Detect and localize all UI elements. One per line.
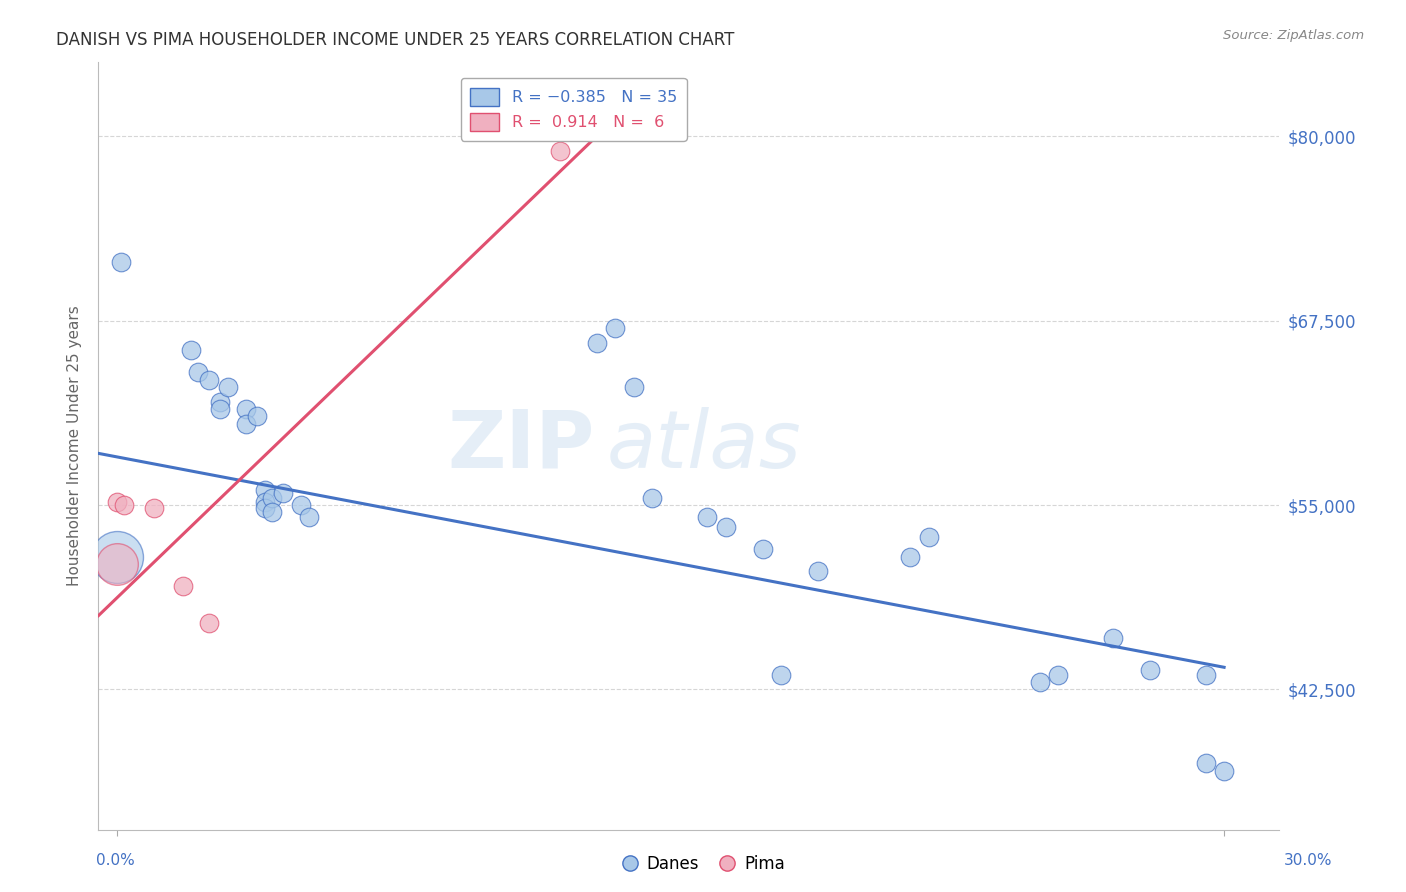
Point bbox=[246, 409, 269, 424]
Point bbox=[198, 615, 221, 630]
Point bbox=[1102, 631, 1125, 645]
Point bbox=[235, 417, 257, 431]
Point bbox=[1195, 667, 1218, 681]
Point bbox=[1195, 756, 1218, 771]
Point bbox=[751, 542, 773, 557]
Point bbox=[900, 549, 922, 564]
Point bbox=[548, 144, 571, 158]
Point bbox=[112, 498, 135, 512]
Point bbox=[641, 491, 664, 505]
Text: 0.0%: 0.0% bbox=[96, 854, 135, 868]
Point bbox=[918, 531, 941, 545]
Text: atlas: atlas bbox=[606, 407, 801, 485]
Point bbox=[180, 343, 202, 358]
Point bbox=[714, 520, 737, 534]
Text: 30.0%: 30.0% bbox=[1284, 854, 1331, 868]
Point bbox=[253, 495, 276, 509]
Legend: R = −0.385   N = 35, R =  0.914   N =  6: R = −0.385 N = 35, R = 0.914 N = 6 bbox=[461, 78, 686, 141]
Point bbox=[105, 549, 128, 564]
Legend: Danes, Pima: Danes, Pima bbox=[614, 848, 792, 880]
Point bbox=[209, 402, 232, 417]
Point bbox=[253, 483, 276, 498]
Point bbox=[290, 498, 312, 512]
Point bbox=[253, 500, 276, 515]
Point bbox=[105, 557, 128, 571]
Point bbox=[142, 500, 165, 515]
Point bbox=[105, 495, 128, 509]
Point bbox=[605, 321, 627, 335]
Point bbox=[260, 505, 283, 519]
Text: DANISH VS PIMA HOUSEHOLDER INCOME UNDER 25 YEARS CORRELATION CHART: DANISH VS PIMA HOUSEHOLDER INCOME UNDER … bbox=[56, 31, 734, 49]
Point bbox=[585, 335, 607, 350]
Point bbox=[260, 491, 283, 505]
Point bbox=[298, 509, 321, 524]
Point bbox=[1213, 764, 1236, 778]
Point bbox=[187, 365, 209, 379]
Point bbox=[110, 254, 132, 268]
Point bbox=[271, 486, 294, 500]
Point bbox=[1046, 667, 1070, 681]
Point bbox=[217, 380, 239, 394]
Point bbox=[235, 402, 257, 417]
Point bbox=[172, 579, 194, 593]
Point bbox=[198, 373, 221, 387]
Point bbox=[1139, 663, 1161, 677]
Point bbox=[209, 394, 232, 409]
Y-axis label: Householder Income Under 25 years: Householder Income Under 25 years bbox=[67, 306, 83, 586]
Point bbox=[696, 509, 718, 524]
Point bbox=[770, 667, 793, 681]
Point bbox=[1028, 675, 1050, 690]
Text: ZIP: ZIP bbox=[447, 407, 595, 485]
Point bbox=[807, 565, 830, 579]
Text: Source: ZipAtlas.com: Source: ZipAtlas.com bbox=[1223, 29, 1364, 42]
Point bbox=[623, 380, 645, 394]
